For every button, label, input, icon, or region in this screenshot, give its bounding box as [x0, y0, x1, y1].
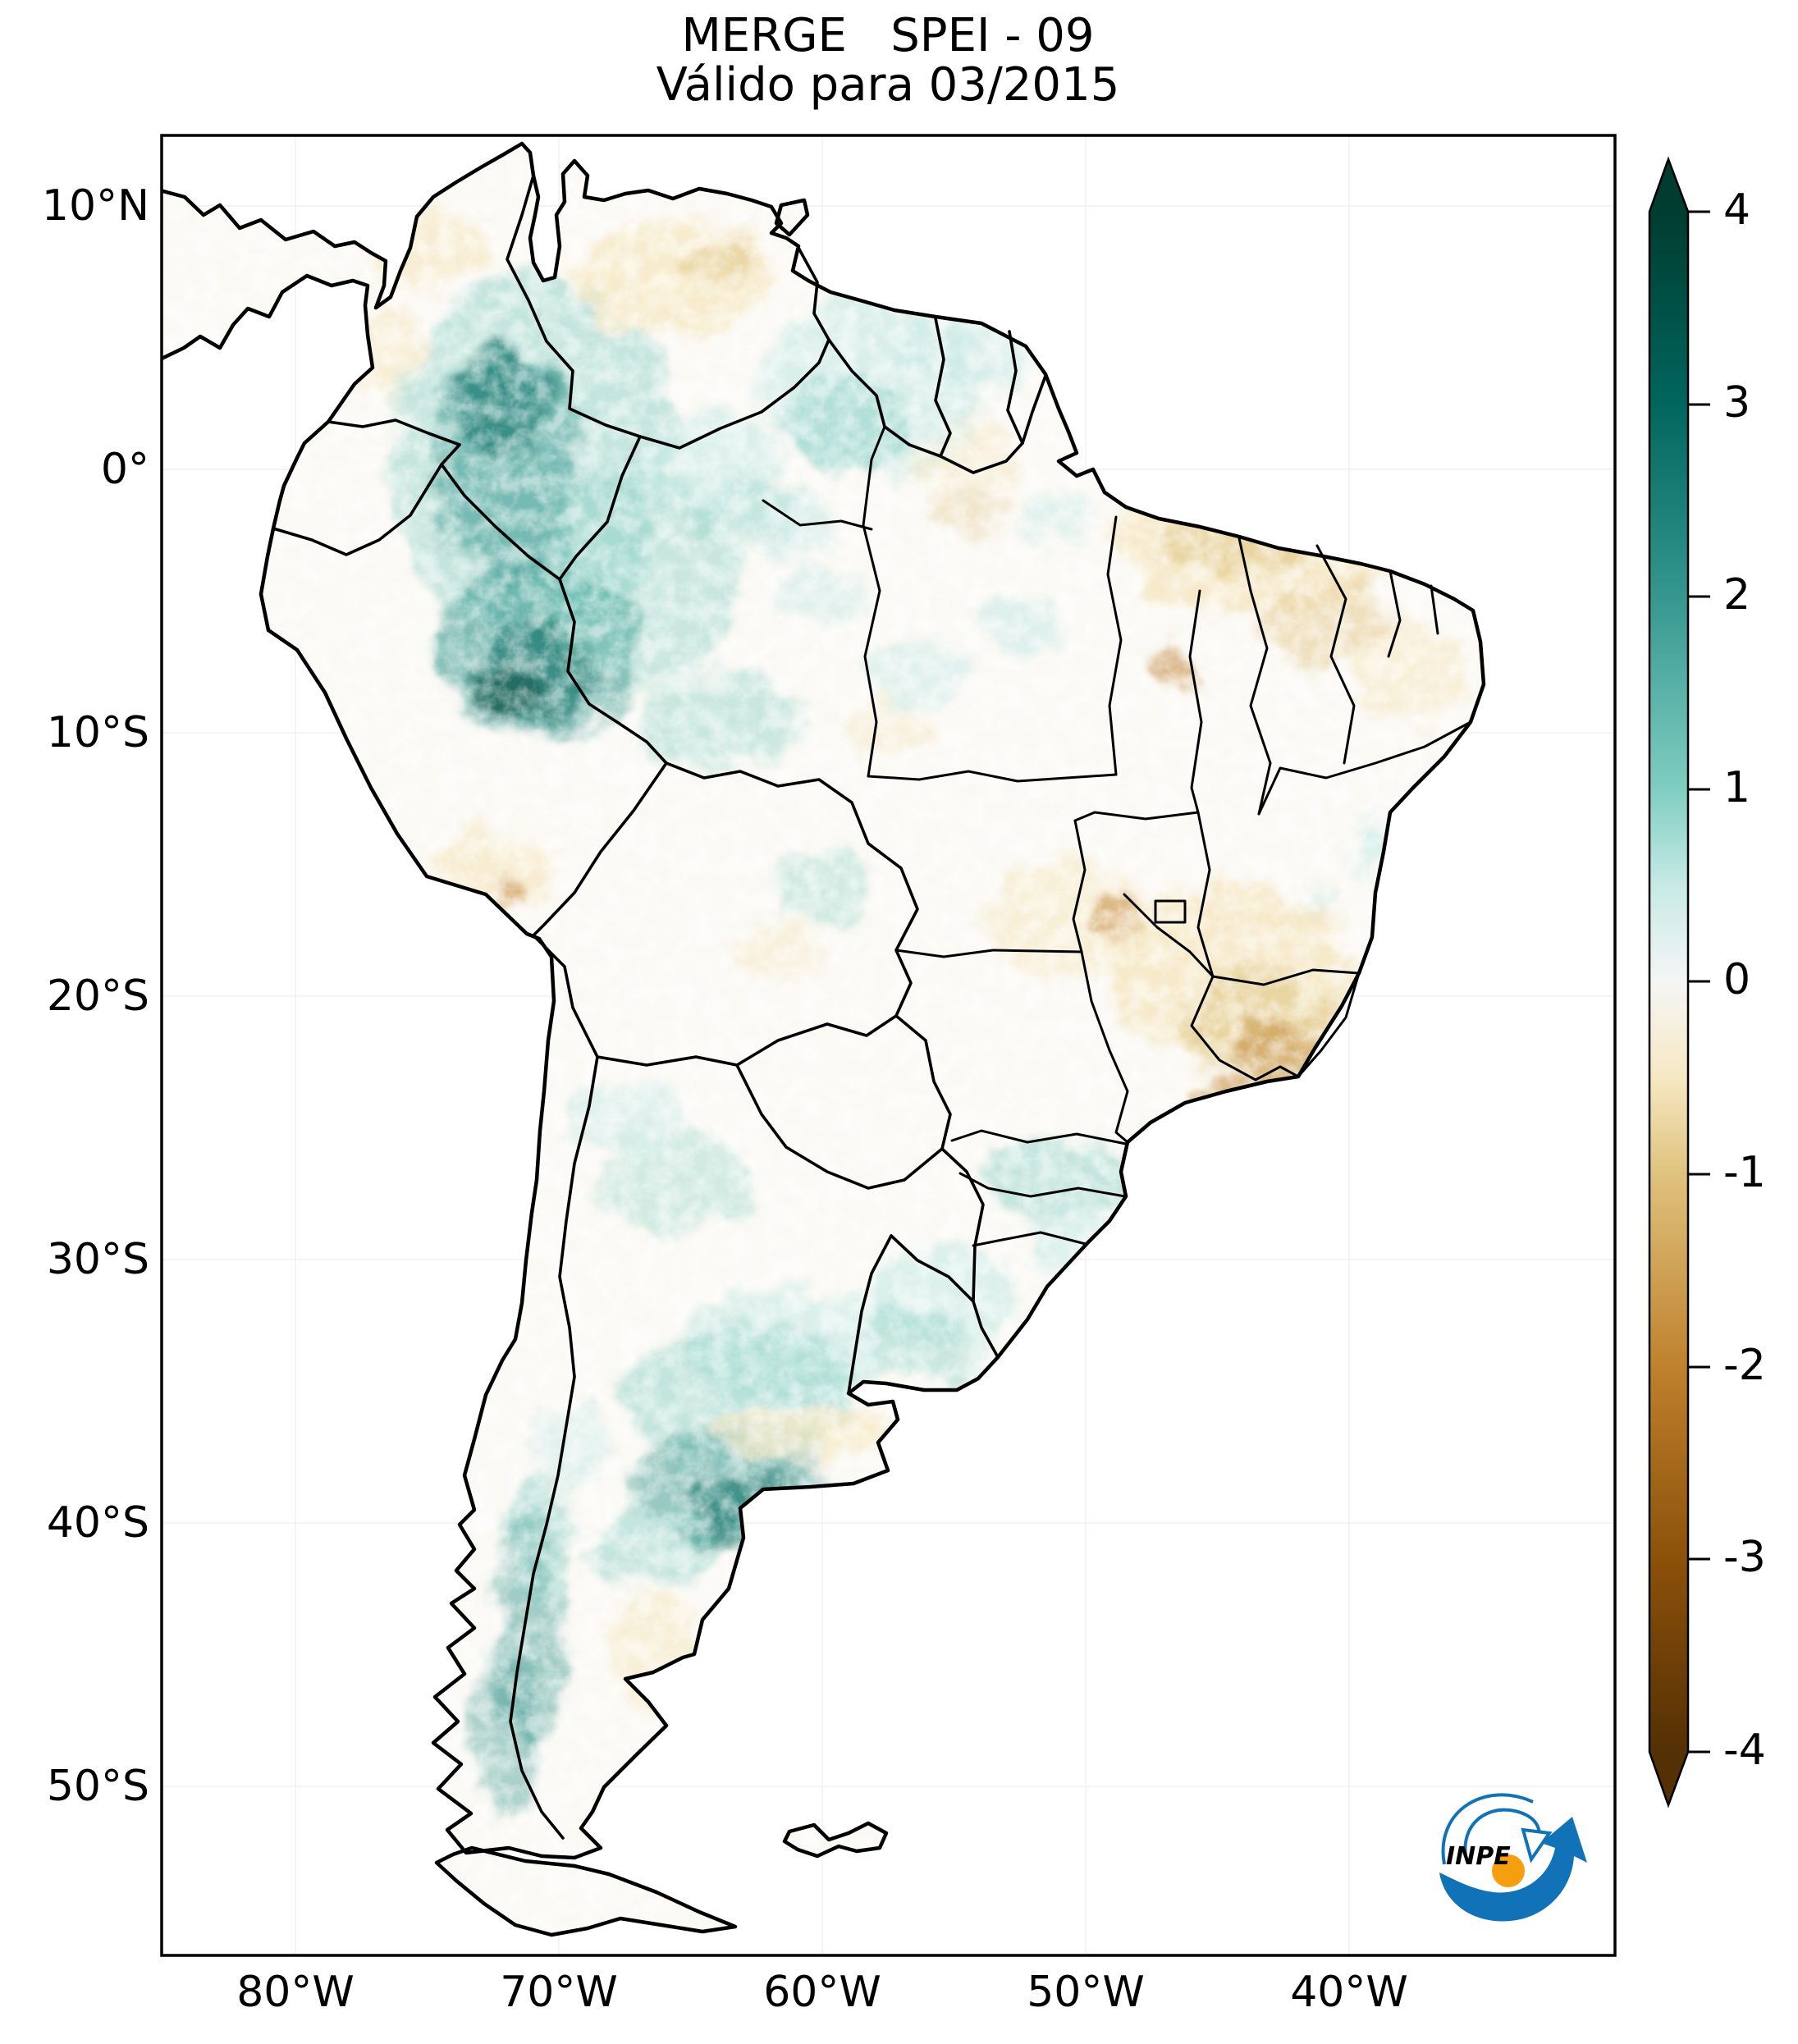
lat-tick-10n: 10°N — [41, 181, 149, 231]
colorbar-tick-m1: -1 — [1723, 1148, 1766, 1197]
plot-frame — [160, 134, 1617, 1957]
inpe-logo-hollow-arrowhead — [1521, 1827, 1553, 1863]
lat-tick-30s: 30°S — [46, 1235, 149, 1284]
colorbar-tick-4: 4 — [1723, 185, 1751, 235]
colorbar-bar — [1648, 156, 1690, 1809]
lat-tick-50s: 50°S — [46, 1762, 149, 1811]
figure-title-line2: Válido para 03/2015 — [656, 58, 1120, 112]
lon-tick-80w: 80°W — [236, 1968, 355, 2017]
colorbar-tick-m2: -2 — [1723, 1341, 1766, 1390]
colorbar-tick-3: 3 — [1723, 378, 1751, 428]
lat-tick-20s: 20°S — [46, 972, 149, 1021]
state-borders — [762, 425, 1472, 1247]
colorbar-tick-1: 1 — [1723, 763, 1751, 812]
lat-tick-40s: 40°S — [46, 1498, 149, 1548]
inpe-logo-outer-arc — [1441, 1793, 1534, 1865]
lat-tick-10s: 10°S — [46, 708, 149, 757]
lon-tick-50w: 50°W — [1027, 1968, 1145, 2017]
colorbar-tick-marks — [1688, 210, 1710, 1754]
lon-tick-70w: 70°W — [500, 1968, 618, 2017]
inpe-logo: INPE — [1439, 1793, 1587, 1922]
colorbar-tick-m4: -4 — [1723, 1726, 1766, 1775]
colorbar — [1648, 156, 1710, 1809]
inpe-logo-orange-dot — [1492, 1854, 1525, 1887]
colorbar-tick-m3: -3 — [1723, 1533, 1766, 1582]
lat-tick-0: 0° — [100, 445, 149, 494]
inpe-logo-text: INPE — [1446, 1842, 1511, 1871]
colorbar-tick-2: 2 — [1723, 570, 1751, 620]
lon-tick-60w: 60°W — [763, 1968, 881, 2017]
inpe-logo-inner-arc — [1463, 1808, 1541, 1857]
country-borders — [272, 174, 1047, 1840]
colorbar-tick-0: 0 — [1723, 955, 1751, 1004]
figure-title-line1: MERGE SPEI - 09 — [681, 9, 1095, 62]
lon-tick-40w: 40°W — [1290, 1968, 1408, 2017]
inpe-logo-big-arrow — [1439, 1817, 1587, 1922]
